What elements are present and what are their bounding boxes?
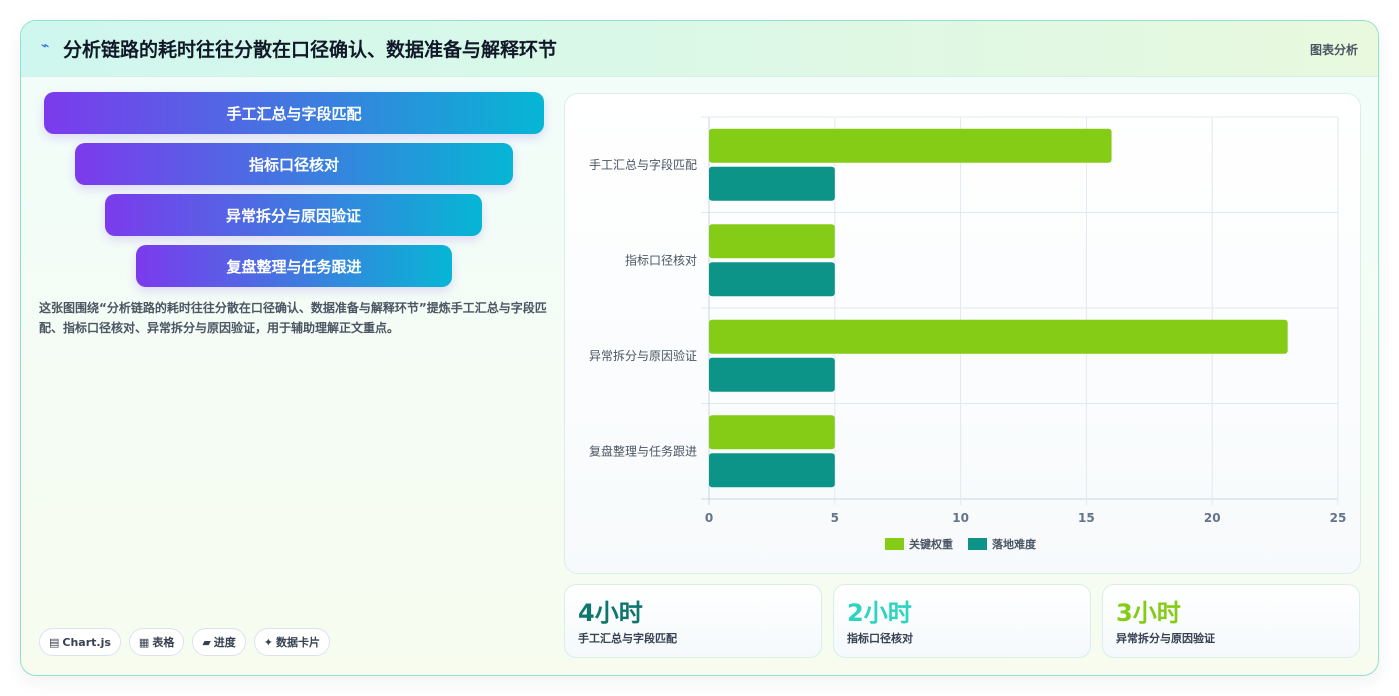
chip-label: Chart.js <box>62 635 111 649</box>
table-icon: ▦ <box>138 635 150 649</box>
funnel-step-2: 指标口径核对 <box>75 143 513 185</box>
bar <box>709 166 835 201</box>
stat-value: 3小时 <box>1116 599 1181 627</box>
legend-swatch <box>885 538 904 550</box>
chart-icon: ▤ <box>49 635 60 649</box>
bar-chart-panel: 0 5 10 15 20 25 手工汇总与字段匹配指标口径核对异常拆分与原因验证 复盘整理与任… <box>564 93 1361 574</box>
stat-label: 异常拆分与原因验证 <box>1116 632 1215 645</box>
stat-value: 2小时 <box>847 599 912 627</box>
chip-label: 进度 <box>213 636 236 649</box>
stat-card-1: 4小时 手工汇总与字段匹配 <box>564 584 822 658</box>
stat-card-3: 3小时 异常拆分与原因验证 <box>1102 584 1360 658</box>
stat-value: 4小时 <box>578 599 643 627</box>
lightning-icon: ⌁ <box>41 38 50 54</box>
y-category-label: 复盘整理与任务跟进 <box>589 443 697 458</box>
bar <box>709 357 835 392</box>
tech-chips: ▤ Chart.js ▦ 表格 ▰ 进度 ✦ 数据卡片 <box>39 628 331 656</box>
header-tag: 图表分析 <box>1309 43 1358 57</box>
progress-icon: ▰ <box>202 635 211 649</box>
card-header: ⌁ 分析链路的耗时往往分散在口径确认、数据准备与解释环节 图表分析 <box>21 21 1378 77</box>
funnel-step-label: 异常拆分与原因验证 <box>225 206 361 225</box>
funnel-step-3: 异常拆分与原因验证 <box>105 194 482 236</box>
x-tick-label: 25 <box>1330 511 1347 525</box>
stat-card-2: 2小时 指标口径核对 <box>833 584 1091 658</box>
sparkle-icon: ✦ <box>263 635 274 649</box>
bar <box>709 224 835 259</box>
chip-label: 数据卡片 <box>276 636 321 649</box>
chip-chartjs[interactable]: ▤ Chart.js <box>39 628 121 656</box>
chip-progress[interactable]: ▰ 进度 <box>192 628 246 656</box>
bar <box>709 128 1112 163</box>
stat-label: 手工汇总与字段匹配 <box>578 632 677 645</box>
bar <box>709 319 1288 354</box>
x-tick-label: 15 <box>1078 511 1095 525</box>
legend-label: 关键权重 <box>909 537 953 551</box>
y-category-label: 指标口径核对 <box>625 252 697 267</box>
y-category-label: 异常拆分与原因验证 <box>589 348 697 363</box>
legend-swatch <box>968 538 987 550</box>
funnel-step-label: 指标口径核对 <box>248 155 339 174</box>
x-tick-label: 20 <box>1204 511 1221 525</box>
chip-data-card[interactable]: ✦ 数据卡片 <box>253 628 331 656</box>
bar <box>709 262 835 297</box>
x-tick-label: 0 <box>705 511 713 525</box>
funnel-step-label: 复盘整理与任务跟进 <box>226 257 362 276</box>
chart-card: ⌁ 分析链路的耗时往往分散在口径确认、数据准备与解释环节 图表分析 手工汇总与字… <box>20 20 1379 676</box>
page-title: 分析链路的耗时往往分散在口径确认、数据准备与解释环节 <box>63 39 558 61</box>
bar-chart: 0 5 10 15 20 25 手工汇总与字段匹配指标口径核对异常拆分与原因验证复盘整理与任… <box>589 116 1347 551</box>
funnel-step-1: 手工汇总与字段匹配 <box>44 92 544 134</box>
funnel-step-label: 手工汇总与字段匹配 <box>226 104 362 123</box>
x-tick-label: 10 <box>952 511 969 525</box>
x-tick-label: 5 <box>831 511 839 525</box>
legend-label: 落地难度 <box>992 537 1037 551</box>
funnel-step-4: 复盘整理与任务跟进 <box>136 245 452 287</box>
bar <box>709 453 835 488</box>
y-category-label: 手工汇总与字段匹配 <box>589 157 697 172</box>
chip-table[interactable]: ▦ 表格 <box>128 628 185 656</box>
chip-label: 表格 <box>152 636 175 649</box>
chart-description: 这张图围绕“分析链路的耗时往往分散在口径确认、数据准备与解释环节”提炼手工汇总与… <box>39 301 547 335</box>
bar <box>709 415 835 450</box>
stat-label: 指标口径核对 <box>847 632 913 645</box>
